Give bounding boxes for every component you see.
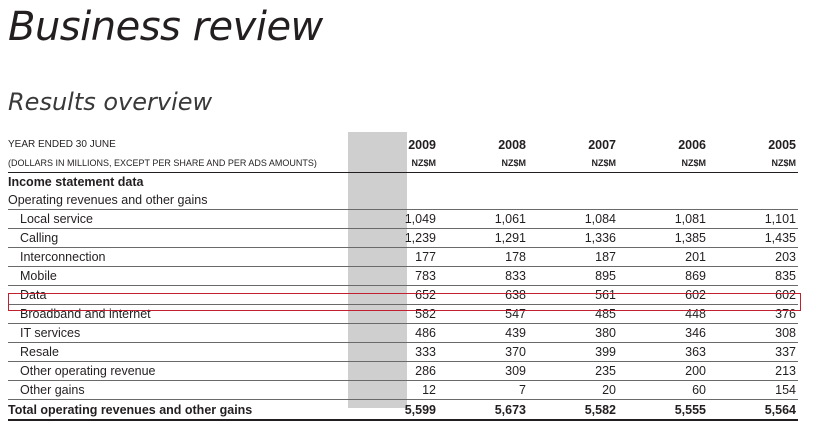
cell-value: 602 <box>708 285 798 305</box>
cell-value: 376 <box>708 304 798 324</box>
results-table: YEAR ENDED 30 JUNE 2009 2008 2007 2006 2… <box>8 136 798 421</box>
currency-header: NZ$M <box>348 154 438 173</box>
cell-value: 7 <box>438 380 528 400</box>
currency-header: NZ$M <box>708 154 798 173</box>
total-row: Total operating revenues and other gains… <box>8 399 798 421</box>
total-value: 5,599 <box>348 399 438 421</box>
cell-value: 203 <box>708 247 798 267</box>
year-header: 2009 <box>408 138 436 152</box>
row-label: Local service <box>8 209 348 229</box>
table-row: Mobile 783 833 895 869 835 <box>8 266 798 286</box>
cell-value: 235 <box>528 361 618 381</box>
table-row: Interconnection 177 178 187 201 203 <box>8 247 798 267</box>
row-label: Resale <box>8 342 348 362</box>
table-row: Data 652 638 561 602 602 <box>8 285 798 305</box>
cell-value: 213 <box>708 361 798 381</box>
cell-value: 652 <box>348 285 438 305</box>
header-row-years: YEAR ENDED 30 JUNE 2009 2008 2007 2006 2… <box>8 136 798 154</box>
cell-value: 1,336 <box>528 228 618 248</box>
table-row: Calling 1,239 1,291 1,336 1,385 1,435 <box>8 228 798 248</box>
cell-value: 154 <box>708 380 798 400</box>
cell-value: 869 <box>618 266 708 286</box>
cell-value: 835 <box>708 266 798 286</box>
year-header: 2005 <box>768 138 796 152</box>
table-row: Broadband and internet 582 547 485 448 376 <box>8 304 798 324</box>
row-label: Broadband and internet <box>8 304 348 324</box>
total-value: 5,673 <box>438 399 528 421</box>
table-row: IT services 486 439 380 346 308 <box>8 323 798 343</box>
cell-value: 582 <box>348 304 438 324</box>
cell-value: 439 <box>438 323 528 343</box>
table-row: Other gains 12 7 20 60 154 <box>8 380 798 400</box>
cell-value: 1,081 <box>618 209 708 229</box>
cell-value: 602 <box>618 285 708 305</box>
header-row-units: (DOLLARS IN MILLIONS, EXCEPT PER SHARE A… <box>8 154 798 173</box>
cell-value: 370 <box>438 342 528 362</box>
cell-value: 201 <box>618 247 708 267</box>
cell-value: 547 <box>438 304 528 324</box>
cell-value: 337 <box>708 342 798 362</box>
cell-value: 333 <box>348 342 438 362</box>
cell-value: 1,291 <box>438 228 528 248</box>
cell-value: 399 <box>528 342 618 362</box>
row-label: Mobile <box>8 266 348 286</box>
cell-value: 1,239 <box>348 228 438 248</box>
table-row: Other operating revenue 286 309 235 200 213 <box>8 361 798 381</box>
cell-value: 308 <box>708 323 798 343</box>
row-label: Data <box>8 285 348 305</box>
cell-value: 12 <box>348 380 438 400</box>
total-label: Total operating revenues and other gains <box>8 399 348 421</box>
cell-value: 448 <box>618 304 708 324</box>
cell-value: 60 <box>618 380 708 400</box>
subsection-heading-row: Operating revenues and other gains <box>8 191 798 210</box>
cell-value: 1,435 <box>708 228 798 248</box>
row-label: Other operating revenue <box>8 361 348 381</box>
row-label: Calling <box>8 228 348 248</box>
cell-value: 380 <box>528 323 618 343</box>
section-subtitle: Results overview <box>8 88 213 116</box>
subsection-heading: Operating revenues and other gains <box>8 191 798 210</box>
total-value: 5,555 <box>618 399 708 421</box>
cell-value: 178 <box>438 247 528 267</box>
cell-value: 363 <box>618 342 708 362</box>
row-label: Other gains <box>8 380 348 400</box>
section-heading-row: Income statement data <box>8 173 798 192</box>
cell-value: 895 <box>528 266 618 286</box>
total-value: 5,564 <box>708 399 798 421</box>
cell-value: 20 <box>528 380 618 400</box>
cell-value: 187 <box>528 247 618 267</box>
row-label: IT services <box>8 323 348 343</box>
currency-header: NZ$M <box>438 154 528 173</box>
cell-value: 833 <box>438 266 528 286</box>
cell-value: 783 <box>348 266 438 286</box>
cell-value: 1,385 <box>618 228 708 248</box>
cell-value: 286 <box>348 361 438 381</box>
cell-value: 346 <box>618 323 708 343</box>
total-value: 5,582 <box>528 399 618 421</box>
cell-value: 1,101 <box>708 209 798 229</box>
table-row: Local service 1,049 1,061 1,084 1,081 1,101 <box>8 209 798 229</box>
section-heading: Income statement data <box>8 175 144 189</box>
year-ended-label: YEAR ENDED 30 JUNE <box>8 139 116 150</box>
year-header: 2006 <box>678 138 706 152</box>
units-label: (DOLLARS IN MILLIONS, EXCEPT PER SHARE A… <box>8 154 348 173</box>
cell-value: 1,061 <box>438 209 528 229</box>
cell-value: 638 <box>438 285 528 305</box>
table-row: Resale 333 370 399 363 337 <box>8 342 798 362</box>
currency-header: NZ$M <box>528 154 618 173</box>
year-header: 2008 <box>498 138 526 152</box>
cell-value: 486 <box>348 323 438 343</box>
cell-value: 1,049 <box>348 209 438 229</box>
cell-value: 309 <box>438 361 528 381</box>
cell-value: 561 <box>528 285 618 305</box>
cell-value: 1,084 <box>528 209 618 229</box>
currency-header: NZ$M <box>618 154 708 173</box>
cell-value: 177 <box>348 247 438 267</box>
year-header: 2007 <box>588 138 616 152</box>
cell-value: 200 <box>618 361 708 381</box>
cell-value: 485 <box>528 304 618 324</box>
row-label: Interconnection <box>8 247 348 267</box>
page-title: Business review <box>8 4 323 50</box>
